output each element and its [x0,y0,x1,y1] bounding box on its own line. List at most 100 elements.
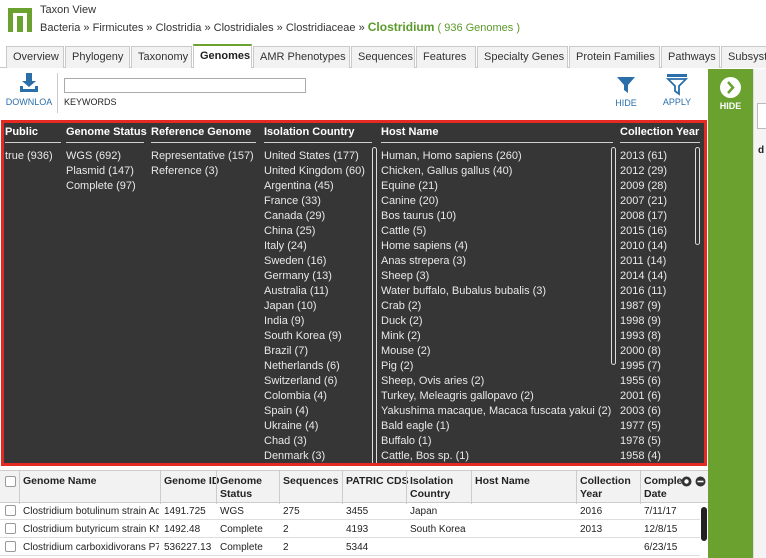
column-header[interactable]: Genome Name [23,475,97,487]
facet-item[interactable]: 2015 (16) [620,225,668,237]
facet-item[interactable]: France (33) [264,195,321,207]
facet-item[interactable]: 1955 (6) [620,375,661,387]
grid-scrollbar-thumb[interactable] [701,507,707,541]
column-header[interactable]: Isolation Country [410,475,454,500]
facet-scrollbar[interactable] [695,147,700,245]
facet-item[interactable]: Brazil (7) [264,345,309,357]
facet-item[interactable]: Equine (21) [381,180,438,192]
facet-item[interactable]: India (9) [264,315,305,327]
facet-item[interactable]: Germany (13) [264,270,332,282]
facet-item[interactable]: 2011 (14) [620,255,667,267]
column-header[interactable]: Host Name [475,475,530,487]
facet-item[interactable]: true (936) [5,150,53,162]
column-options-icon[interactable] [681,476,692,487]
row-checkbox[interactable] [5,523,16,534]
facet-item[interactable]: 2009 (28) [620,180,668,192]
facet-item[interactable]: 2000 (8) [620,345,661,357]
facet-item[interactable]: Bos taurus (10) [381,210,457,222]
column-header[interactable]: Sequences [283,475,339,487]
facet-item[interactable]: Human, Homo sapiens (260) [381,150,522,162]
select-all-checkbox[interactable] [5,476,16,487]
tab-pathways[interactable]: Pathways [661,46,720,68]
facet-item[interactable]: Plasmid (147) [66,165,134,177]
column-header[interactable]: Genome Status [220,475,263,500]
facet-item[interactable]: 1998 (9) [620,315,661,327]
facet-item[interactable]: United Kingdom (60) [264,165,365,177]
facet-item[interactable]: Duck (2) [381,315,423,327]
facet-item[interactable]: WGS (692) [66,150,122,162]
facet-item[interactable]: Chicken, Gallus gallus (40) [381,165,513,177]
tab-protein-families[interactable]: Protein Families [569,46,660,68]
hide-filters-button[interactable]: HIDE [608,75,644,108]
facet-item[interactable]: Buffalo (1) [381,435,432,447]
facet-item[interactable]: Switzerland (6) [264,375,338,387]
facet-item[interactable]: 1977 (5) [620,420,661,432]
facet-item[interactable]: Canine (20) [381,195,439,207]
facet-item[interactable]: Sheep, Ovis aries (2) [381,375,485,387]
facet-item[interactable]: United States (177) [264,150,359,162]
facet-item[interactable]: 2013 (61) [620,150,668,162]
facet-item[interactable]: Sheep (3) [381,270,430,282]
facet-item[interactable]: Water buffalo, Bubalus bubalis (3) [381,285,547,297]
facet-item[interactable]: 1995 (7) [620,360,661,372]
facet-item[interactable]: 2001 (6) [620,390,661,402]
facet-scrollbar[interactable] [611,147,616,365]
facet-item[interactable]: 2007 (21) [620,195,668,207]
facet-item[interactable]: Cattle (5) [381,225,427,237]
facet-item[interactable]: Turkey, Meleagris gallopavo (2) [381,390,534,402]
facet-item[interactable]: 1958 (4) [620,450,661,462]
table-row[interactable]: Clostridium butyricum strain KNU-L09 149… [0,521,700,538]
facet-item[interactable]: Complete (97) [66,180,136,192]
breadcrumb-link[interactable]: Clostridiales [213,22,274,34]
row-checkbox[interactable] [5,505,16,516]
facet-item[interactable]: 2016 (11) [620,285,667,297]
facet-item[interactable]: 2008 (17) [620,210,668,222]
facet-item[interactable]: Home sapiens (4) [381,240,468,252]
facet-item[interactable]: Colombia (4) [264,390,327,402]
column-header[interactable]: CompletionDate [644,475,682,500]
facet-item[interactable]: 2010 (14) [620,240,668,252]
facet-item[interactable]: Cattle, Bos sp. (1) [381,450,470,462]
row-checkbox[interactable] [5,541,16,552]
tab-amr-phenotypes[interactable]: AMR Phenotypes [253,46,350,68]
facet-item[interactable]: Pig (2) [381,360,414,372]
breadcrumb-link[interactable]: Firmicutes [92,22,144,34]
facet-item[interactable]: Anas strepera (3) [381,255,466,267]
keywords-input[interactable] [64,78,306,93]
column-header[interactable]: PATRIC CDS [346,475,409,487]
facet-item[interactable]: Chad (3) [264,435,307,447]
apply-filters-button[interactable]: APPLY [657,72,697,107]
tab-phylogeny[interactable]: Phylogeny [65,46,130,68]
table-row[interactable]: Clostridium carboxidivorans P7 536227.13… [0,539,700,556]
facet-item[interactable]: 1987 (9) [620,300,661,312]
facet-item[interactable]: Denmark (3) [264,450,326,462]
table-row[interactable]: Clostridium botulinum strain Adk2014 149… [0,503,700,520]
side-panel-toggle[interactable]: HIDE [708,69,753,558]
facet-item[interactable]: 1993 (8) [620,330,661,342]
facet-item[interactable]: Japan (10) [264,300,317,312]
column-header[interactable]: Genome ID [164,475,220,487]
facet-item[interactable]: South Korea (9) [264,330,342,342]
facet-item[interactable]: Bald eagle (1) [381,420,450,432]
facet-item[interactable]: Argentina (45) [264,180,334,192]
breadcrumb-link[interactable]: Clostridia [155,22,202,34]
facet-item[interactable]: 1978 (5) [620,435,661,447]
column-header[interactable]: Collection Year [580,475,631,500]
tab-sequences[interactable]: Sequences [351,46,415,68]
facet-item[interactable]: Ukraine (4) [264,420,319,432]
facet-item[interactable]: Yakushima macaque, Macaca fuscata yakui … [381,405,612,417]
collapse-icon[interactable] [695,476,706,487]
facet-item[interactable]: 2014 (14) [620,270,668,282]
facet-item[interactable]: Canada (29) [264,210,326,222]
facet-item[interactable]: Australia (11) [264,285,329,297]
grid-scrollbar[interactable] [700,503,708,558]
tab-subsystems[interactable]: Subsyst [721,46,766,68]
facet-item[interactable]: Mink (2) [381,330,421,342]
facet-item[interactable]: 2012 (29) [620,165,668,177]
breadcrumb-link[interactable]: Bacteria [40,22,81,34]
tab-specialty-genes[interactable]: Specialty Genes [477,46,568,68]
facet-item[interactable]: Netherlands (6) [264,360,340,372]
facet-item[interactable]: Spain (4) [264,405,309,417]
facet-item[interactable]: 2003 (6) [620,405,661,417]
facet-item[interactable]: Reference (3) [151,165,219,177]
